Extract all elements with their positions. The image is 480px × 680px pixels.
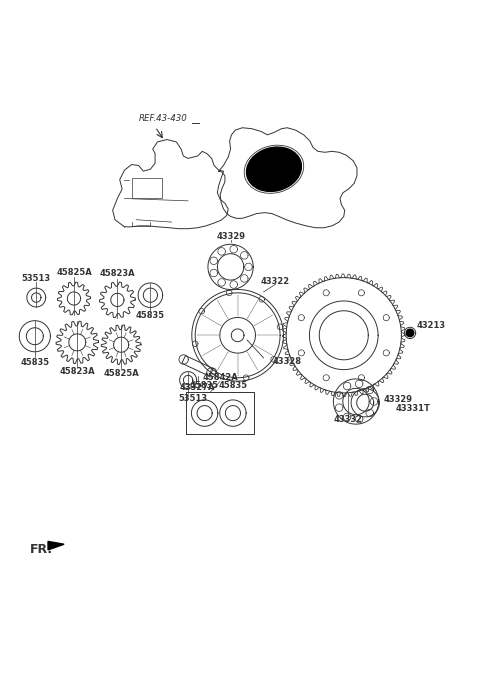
Text: 43331T: 43331T: [395, 404, 430, 413]
Polygon shape: [48, 541, 64, 550]
Text: 45823A: 45823A: [60, 367, 95, 376]
Text: 53513: 53513: [178, 394, 207, 403]
Text: 43322: 43322: [261, 277, 290, 286]
Text: 45835: 45835: [20, 358, 49, 367]
Text: 45842A: 45842A: [202, 373, 238, 382]
Text: 45835: 45835: [136, 311, 165, 320]
Text: 45825A: 45825A: [103, 369, 139, 377]
Text: 43328: 43328: [273, 357, 301, 366]
Text: 53513: 53513: [22, 274, 51, 283]
Text: 43213: 43213: [417, 322, 445, 330]
Text: 43327A: 43327A: [180, 383, 216, 392]
Bar: [132, 177, 162, 198]
Text: 43332: 43332: [334, 415, 363, 424]
Text: 43329: 43329: [384, 394, 413, 404]
Text: 43329: 43329: [216, 232, 245, 241]
Text: 45823A: 45823A: [99, 269, 135, 279]
Polygon shape: [406, 329, 414, 337]
Text: 45835: 45835: [218, 381, 248, 390]
Text: 45835: 45835: [190, 381, 219, 390]
Text: FR.: FR.: [30, 543, 53, 556]
Text: REF.43-430: REF.43-430: [139, 114, 187, 123]
Text: 45825A: 45825A: [56, 268, 92, 277]
Ellipse shape: [247, 147, 301, 191]
